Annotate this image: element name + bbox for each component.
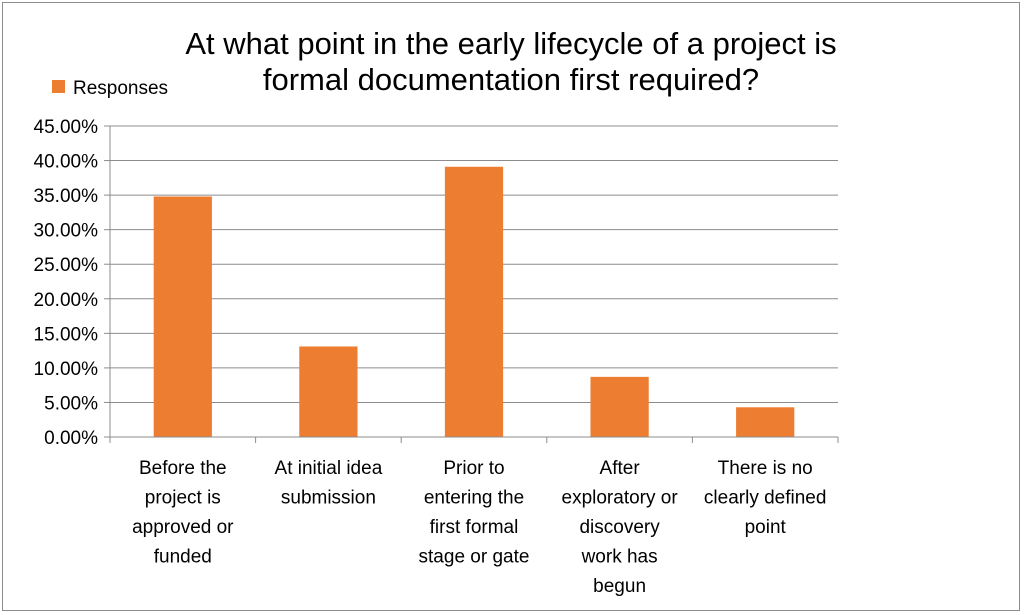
x-category-label: Before the project is approved or funded (132, 458, 234, 568)
x-category-label: Prior to entering the first formal stage or… (419, 458, 530, 568)
x-axis-category-labels: Before the project is approved or funded At … (132, 458, 826, 597)
y-tick-label: 45.00% (34, 117, 99, 138)
y-axis-tick-labels: 0.00% 5.00% 10.00% 15.00% 20.00% 25.00% 30.00%… (34, 117, 99, 449)
y-tick-label: 25.00% (34, 255, 99, 276)
y-tick-label: 30.00% (34, 221, 99, 242)
chart-title-line-1: At what point in the early lifecycle of … (185, 26, 836, 61)
legend: Responses (52, 78, 168, 99)
y-tick-label: 5.00% (44, 393, 98, 414)
legend-swatch-responses (52, 80, 65, 93)
y-tick-label: 0.00% (44, 428, 98, 449)
y-tick-label: 20.00% (34, 290, 99, 311)
x-category-label: There is no clearly defined point (704, 458, 827, 538)
x-category-label: At initial idea submission (275, 458, 383, 509)
y-tick-label: 15.00% (34, 324, 99, 345)
axes (109, 126, 839, 443)
chart-title-line-2: formal documentation first required? (263, 62, 759, 97)
bar (736, 407, 795, 437)
bar (590, 376, 649, 437)
legend-label-responses: Responses (73, 78, 168, 99)
chart-title: At what point in the early lifecycle of … (185, 26, 836, 97)
x-category-label: After exploratory or discovery work has begu… (562, 458, 679, 597)
y-tick-label: 10.00% (34, 359, 99, 380)
bar (299, 346, 358, 437)
bar (444, 166, 504, 437)
y-tick-label: 40.00% (34, 152, 99, 173)
y-tick-label: 35.00% (34, 186, 99, 207)
bars (153, 166, 795, 437)
bar (153, 196, 212, 437)
